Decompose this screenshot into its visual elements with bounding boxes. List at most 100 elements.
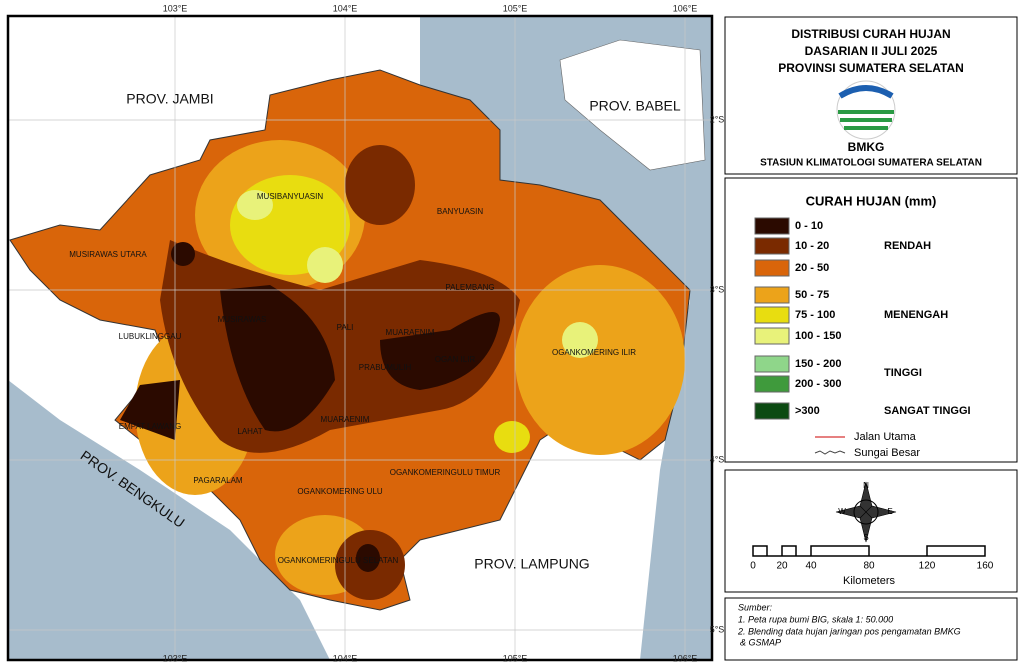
scale-tick-label: 40 xyxy=(805,561,817,572)
legend-label: 50 - 75 xyxy=(795,289,829,301)
panel xyxy=(724,597,1018,661)
source-box: Sumber: 1. Peta rupa bumi BIG, skala 1: … xyxy=(724,597,1018,661)
rain-zone xyxy=(494,421,530,453)
title-line: PROVINSI SUMATERA SELATAN xyxy=(778,61,964,75)
regency-label: MUARAENIM xyxy=(386,328,435,337)
legend-group: SANGAT TINGGI xyxy=(884,405,971,417)
rain-zone xyxy=(345,145,415,225)
map-frame xyxy=(6,14,714,662)
station: STASIUN KLIMATOLOGI SUMATERA SELATAN xyxy=(760,158,982,169)
lon-label: 106°E xyxy=(673,653,698,663)
compass-label: E xyxy=(887,507,892,516)
source-line: 2. Blending data hujan jaringan pos peng… xyxy=(737,626,961,636)
lon-label: 104°E xyxy=(333,3,358,13)
legend-title: CURAH HUJAN (mm) xyxy=(806,193,937,208)
sea xyxy=(8,380,330,660)
regency-label: PAGARALAM xyxy=(193,476,243,485)
source-heading: Sumber: xyxy=(738,602,773,612)
legend-group: RENDAH xyxy=(884,240,931,252)
rain-zone xyxy=(237,190,273,220)
legend-line: Jalan Utama xyxy=(854,431,917,443)
logo xyxy=(838,110,894,130)
river-symbol xyxy=(814,450,846,455)
rain-zone xyxy=(120,380,180,440)
legend-label: 0 - 10 xyxy=(795,220,823,232)
scale-unit: Kilometers xyxy=(843,575,895,587)
legend-swatch xyxy=(754,306,790,324)
scale-tick-label: 20 xyxy=(776,561,788,572)
title-line: DISTRIBUSI CURAH HUJAN xyxy=(791,27,950,41)
regency-label: BANYUASIN xyxy=(437,207,483,216)
regency-label: OGANKOMERING ILIR xyxy=(552,348,636,357)
regency-label: PRABUMULIH xyxy=(359,363,412,372)
scale-bar xyxy=(752,545,986,557)
legend-label: 20 - 50 xyxy=(795,262,829,274)
legend-swatch xyxy=(754,355,790,373)
regency-label: MUSIBANYUASIN xyxy=(257,192,323,201)
compass-label: N xyxy=(863,481,869,490)
regency-label: OGANKOMERINGULU SELATAN xyxy=(278,556,399,565)
province-label: PROV. LAMPUNG xyxy=(474,556,589,572)
graticule xyxy=(8,16,712,660)
scale-tick-label: 0 xyxy=(750,561,756,572)
scale-tick-label: 160 xyxy=(977,561,994,572)
legend-swatch xyxy=(754,259,790,277)
rain-zone xyxy=(356,544,380,572)
lon-label: 105°E xyxy=(503,3,528,13)
legend-label: 10 - 20 xyxy=(795,240,829,252)
legend-swatch xyxy=(754,286,790,304)
lat-label: 3°S xyxy=(710,284,725,294)
regency-label: OGANKOMERING ULU xyxy=(297,487,383,496)
title-line: DASARIAN II JULI 2025 xyxy=(805,44,938,58)
graticule-labels: 103°E 104°E 105°E 106°E 103°E 104°E 105°… xyxy=(163,3,725,663)
island xyxy=(559,39,706,171)
scale-box: N E S W Kilometers 0 20 40 80 120 160 xyxy=(724,469,1018,593)
lon-label: 103°E xyxy=(163,3,188,13)
legend: CURAH HUJAN (mm) RENDAH MENENGAH TINGGI … xyxy=(724,177,1018,463)
compass-label: W xyxy=(838,507,846,516)
lon-label: 104°E xyxy=(333,653,358,663)
logo xyxy=(838,85,894,99)
rain-zone xyxy=(562,322,598,358)
source-line: 1. Peta rupa bumi BIG, skala 1: 50.000 xyxy=(738,614,893,624)
lon-label: 106°E xyxy=(673,3,698,13)
sea xyxy=(420,16,712,660)
regency-label: MUSIRAWAS UTARA xyxy=(69,250,147,259)
legend-label: 100 - 150 xyxy=(795,330,841,342)
map: MUSIBANYUASIN BANYUASIN MUSIRAWAS UTARA … xyxy=(6,14,714,662)
compass xyxy=(835,481,897,543)
regency-label: EMPAT LAWANG xyxy=(119,422,182,431)
province-label: PROV. JAMBI xyxy=(126,91,213,107)
regency-label: LAHAT xyxy=(237,427,262,436)
lat-label: 4°S xyxy=(710,454,725,464)
regency-label: PALEMBANG xyxy=(445,283,494,292)
compass xyxy=(853,499,879,525)
legend-swatch xyxy=(754,237,790,255)
source-line: & GSMAP xyxy=(740,637,781,647)
province-label: PROV. BABEL xyxy=(589,98,681,114)
legend-label: 75 - 100 xyxy=(795,309,835,321)
scale-tick-label: 120 xyxy=(919,561,936,572)
legend-label: 200 - 300 xyxy=(795,378,841,390)
lat-label: 2°S xyxy=(710,114,725,124)
regency-label: MUARAENIM xyxy=(321,415,370,424)
scale-tick-label: 80 xyxy=(863,561,875,572)
rain-zone xyxy=(515,265,685,455)
legend-label: 150 - 200 xyxy=(795,358,841,370)
legend-group: MENENGAH xyxy=(884,309,948,321)
lon-label: 103°E xyxy=(163,653,188,663)
rain-zone xyxy=(380,312,500,390)
regency-label: OGANKOMERINGULU TIMUR xyxy=(390,468,501,477)
regency-label: MUSIRAWAS xyxy=(218,315,267,324)
legend-swatch xyxy=(754,327,790,345)
rain-zone xyxy=(307,247,343,283)
compass-label: S xyxy=(863,533,868,542)
legend-label: >300 xyxy=(795,405,820,417)
title-box: DISTRIBUSI CURAH HUJAN DASARIAN II JULI … xyxy=(724,16,1018,175)
legend-line: Sungai Besar xyxy=(854,447,920,459)
lon-label: 105°E xyxy=(503,653,528,663)
lat-label: 5°S xyxy=(710,624,725,634)
legend-swatch xyxy=(754,375,790,393)
regency-label: OGAN ILIR xyxy=(435,355,476,364)
